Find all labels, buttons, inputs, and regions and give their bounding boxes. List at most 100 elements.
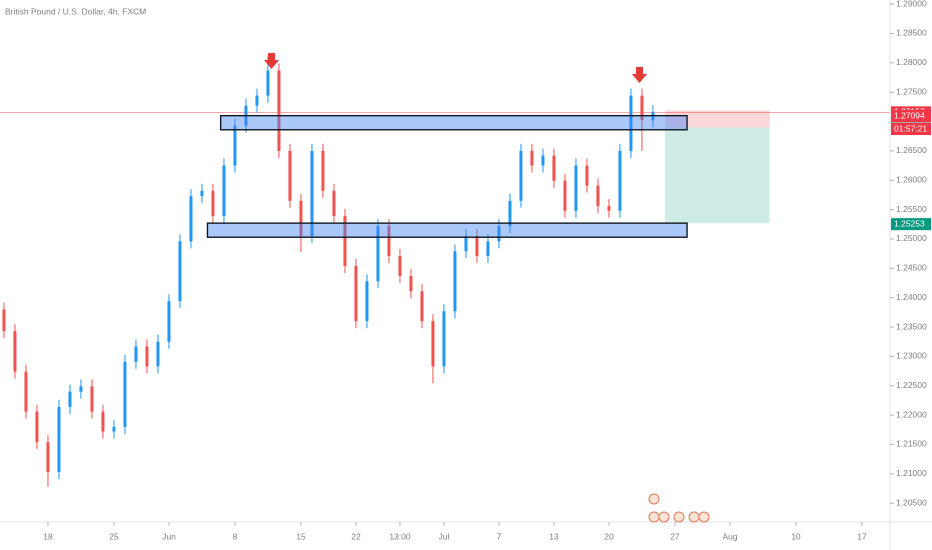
arrow xyxy=(632,67,647,83)
y-tick-label: 1.20500 xyxy=(896,497,927,507)
y-tick-label: 1.22500 xyxy=(896,380,927,390)
y-tick-label: 1.23000 xyxy=(896,351,927,361)
candle-body xyxy=(134,346,138,362)
y-tick-label: 1.26000 xyxy=(896,175,927,185)
candle-body xyxy=(607,206,611,211)
candle-body xyxy=(24,371,28,412)
x-tick-label: Jun xyxy=(162,531,176,541)
candle-body xyxy=(200,190,204,197)
x-tick-label: 7 xyxy=(497,531,502,541)
candle-body xyxy=(574,165,578,211)
candle-body xyxy=(233,125,237,166)
candle-body xyxy=(2,309,6,332)
candle-body xyxy=(519,150,523,201)
candle-body xyxy=(640,95,644,121)
candle-body xyxy=(354,265,358,322)
candle-body xyxy=(387,226,391,257)
y-tick-label: 1.26500 xyxy=(896,145,927,155)
candle-body xyxy=(90,386,94,412)
event-icon xyxy=(658,511,670,523)
candle-body xyxy=(321,150,325,191)
candle-body xyxy=(585,165,589,186)
candle-body xyxy=(13,331,17,372)
candle-body xyxy=(123,361,127,427)
candle-body xyxy=(398,256,402,276)
candle-body xyxy=(79,386,83,392)
x-tick-label: 10 xyxy=(791,531,801,541)
price-label: 1.27094 xyxy=(894,110,925,120)
price-label-box xyxy=(891,218,931,231)
candle-body xyxy=(222,165,226,217)
candle-body xyxy=(299,200,303,237)
candle-body xyxy=(255,95,259,106)
candle-body xyxy=(431,321,435,367)
candle-body xyxy=(310,150,314,237)
candle-body xyxy=(277,70,281,151)
candle-body xyxy=(552,155,556,181)
x-tick-label: 8 xyxy=(233,531,238,541)
candle-body xyxy=(112,426,116,432)
x-tick-label: 13 xyxy=(549,531,559,541)
candle-body xyxy=(497,226,501,242)
candle-body xyxy=(156,341,160,367)
arrow xyxy=(264,53,279,69)
candle-body xyxy=(167,301,171,342)
candle-body xyxy=(475,236,479,257)
candle-body xyxy=(376,226,380,282)
candle-body xyxy=(57,406,61,473)
y-tick-label: 1.21000 xyxy=(896,468,927,478)
event-icon xyxy=(648,511,660,523)
target-zone xyxy=(665,127,770,224)
candle-body xyxy=(266,70,270,96)
down-arrows xyxy=(264,53,647,83)
countdown-box xyxy=(891,123,931,136)
stop-zone xyxy=(665,110,770,128)
y-tick-label: 1.28000 xyxy=(896,57,927,67)
x-tick-label: 15 xyxy=(296,531,306,541)
candle-body xyxy=(211,190,215,217)
candle-body xyxy=(68,391,72,407)
event-icons xyxy=(648,493,710,523)
zone xyxy=(219,114,688,131)
candle-body xyxy=(420,291,424,322)
candle-body xyxy=(629,95,633,151)
x-tick-label: 13:00 xyxy=(389,531,411,541)
x-tick-label: 17 xyxy=(857,531,867,541)
candle-body xyxy=(442,311,446,367)
y-tick-label: 1.27500 xyxy=(896,86,927,96)
x-tick-label: 18 xyxy=(43,531,53,541)
candle-body xyxy=(618,150,622,211)
candle-body xyxy=(464,236,468,252)
event-icon xyxy=(688,511,700,523)
candle-body xyxy=(541,155,545,166)
candle-body xyxy=(332,190,336,217)
y-tick-label: 1.25000 xyxy=(896,233,927,243)
candle-body xyxy=(453,251,457,312)
x-tick-label: 22 xyxy=(351,531,361,541)
candle-body xyxy=(145,346,149,367)
candle-body xyxy=(486,241,490,257)
y-tick-label: 1.23500 xyxy=(896,321,927,331)
event-icon xyxy=(673,511,685,523)
candle-body xyxy=(288,150,292,201)
y-tick-label: 1.25500 xyxy=(896,204,927,214)
y-tick-label: 1.24000 xyxy=(896,292,927,302)
candle-body xyxy=(365,281,369,322)
x-tick-label: 20 xyxy=(604,531,614,541)
x-tick-label: 25 xyxy=(109,531,119,541)
candle-body xyxy=(35,411,39,443)
candle-body xyxy=(563,180,567,211)
event-icon xyxy=(648,493,660,505)
y-tick-label: 1.22000 xyxy=(896,409,927,419)
candle-body xyxy=(596,185,600,207)
price-label-box xyxy=(891,110,931,123)
y-tick-label: 1.21500 xyxy=(896,439,927,449)
price-label: 1.25253 xyxy=(894,218,925,228)
y-tick-label: 1.29000 xyxy=(896,0,927,8)
x-tick-label: Aug xyxy=(722,531,737,541)
candle-body xyxy=(189,196,193,242)
countdown: 01:57:21 xyxy=(894,123,927,133)
x-tick-label: Jul xyxy=(439,531,450,541)
